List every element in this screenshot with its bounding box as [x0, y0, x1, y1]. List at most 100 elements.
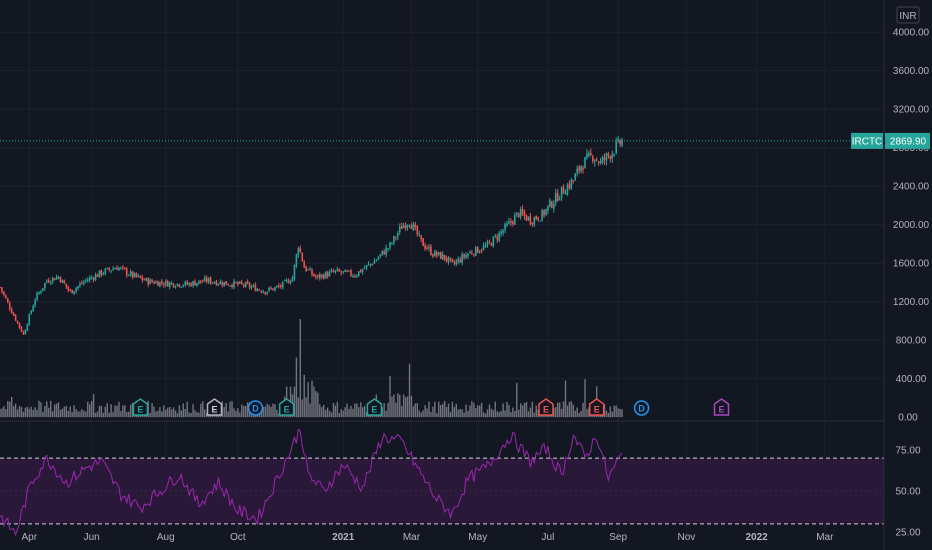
volume-bar: [227, 411, 229, 418]
volume-bar: [53, 404, 56, 418]
volume-bar: [48, 407, 50, 418]
candle-body: [295, 254, 298, 267]
volume-bar: [100, 405, 103, 418]
currency-button[interactable]: INR: [896, 6, 920, 24]
volume-bar: [578, 412, 580, 418]
volume-bar: [555, 407, 557, 418]
volume-bar: [465, 404, 467, 418]
candle-body: [320, 274, 323, 278]
volume-bar: [336, 401, 339, 418]
volume-bar: [319, 404, 321, 418]
candle-body: [387, 248, 389, 250]
volume-bar: [40, 402, 42, 418]
candle-body: [619, 140, 621, 145]
candle-body: [519, 209, 522, 217]
volume-bar: [617, 408, 619, 418]
volume-bar: [75, 409, 77, 418]
volume-bar: [486, 409, 489, 418]
candle-body: [515, 212, 518, 215]
candle-body: [350, 270, 352, 276]
volume-bar: [96, 411, 99, 418]
candle-body: [317, 274, 319, 278]
candle-body: [576, 168, 578, 174]
candle-body: [455, 261, 458, 265]
symbol-badge[interactable]: IRCTC: [851, 132, 883, 149]
candle-body: [174, 286, 177, 288]
dividend-marker[interactable]: D: [247, 400, 264, 416]
volume-bar: [401, 405, 403, 418]
candle-body: [461, 254, 463, 263]
candle-body: [471, 252, 473, 254]
time-axis[interactable]: Apr Jun Aug Oct 2021 Mar May Jul Sep Nov 2022 Mar: [21, 532, 834, 543]
candle-body: [159, 281, 161, 287]
time-tick-label: Apr: [21, 532, 37, 543]
candle-body: [439, 251, 442, 259]
time-tick-label: Mar: [403, 532, 421, 543]
volume-bar: [342, 410, 344, 418]
candle-body: [553, 203, 555, 209]
candle-body: [469, 251, 471, 254]
volume-bar: [512, 407, 514, 418]
earnings-marker[interactable]: E: [132, 398, 149, 416]
earnings-marker[interactable]: E: [713, 398, 730, 416]
earnings-marker[interactable]: E: [538, 398, 554, 416]
volume-bar: [416, 403, 418, 418]
earnings-marker[interactable]: E: [206, 398, 223, 416]
candle-body: [285, 279, 288, 281]
rsi-tick-label: 50.00: [895, 487, 920, 498]
candle-body: [611, 153, 614, 159]
currency-label: INR: [899, 11, 916, 22]
candle-body: [342, 271, 344, 273]
candle-body: [449, 257, 452, 260]
candle-body: [414, 224, 417, 227]
candle-body: [412, 224, 415, 231]
svg-text:E: E: [137, 405, 143, 415]
volume-bar: [588, 407, 590, 418]
candle-body: [578, 166, 580, 171]
candle-body: [30, 310, 32, 314]
candle-body: [252, 285, 255, 287]
candle-body: [297, 248, 300, 255]
candle-body: [393, 236, 395, 243]
volume-bar: [432, 406, 434, 418]
candle-body: [71, 289, 73, 294]
candle-body: [344, 269, 346, 272]
candle-body: [244, 282, 247, 287]
candle-body: [14, 314, 17, 321]
volume-bar: [293, 386, 296, 418]
candle-body: [545, 209, 547, 215]
candle-body: [416, 225, 419, 235]
volume-bar: [239, 412, 241, 418]
earnings-marker[interactable]: E: [278, 398, 295, 416]
candle-body: [486, 241, 489, 246]
volume-bar: [445, 406, 448, 418]
candle-body: [65, 283, 68, 288]
volume-bar: [385, 410, 387, 418]
dividend-marker[interactable]: D: [633, 400, 650, 416]
earnings-marker[interactable]: E: [588, 398, 605, 416]
price-candles[interactable]: [0, 136, 623, 336]
candle-body: [192, 281, 194, 286]
volume-bar: [449, 411, 452, 418]
candle-body: [225, 281, 227, 285]
volume-bar: [163, 405, 165, 418]
price-axis[interactable]: 400.00 800.00 1200.00 1600.00 2000.00 2400.00…: [893, 28, 930, 539]
volume-bar: [59, 409, 62, 418]
candle-body: [293, 264, 296, 279]
candle-body: [457, 258, 460, 263]
volume-bar: [192, 404, 194, 418]
last-price-badge[interactable]: 2869.90: [885, 132, 930, 149]
candle-body: [124, 267, 126, 270]
earnings-marker[interactable]: E: [366, 398, 383, 416]
candle-body: [164, 280, 167, 285]
candle-body: [352, 275, 354, 277]
volume-bar: [243, 406, 245, 418]
volume-bar: [44, 405, 46, 418]
candle-body: [75, 288, 77, 292]
volume-bar: [9, 401, 11, 418]
candle-body: [422, 238, 424, 247]
candle-body: [420, 235, 422, 239]
rsi-pane[interactable]: [0, 428, 623, 537]
